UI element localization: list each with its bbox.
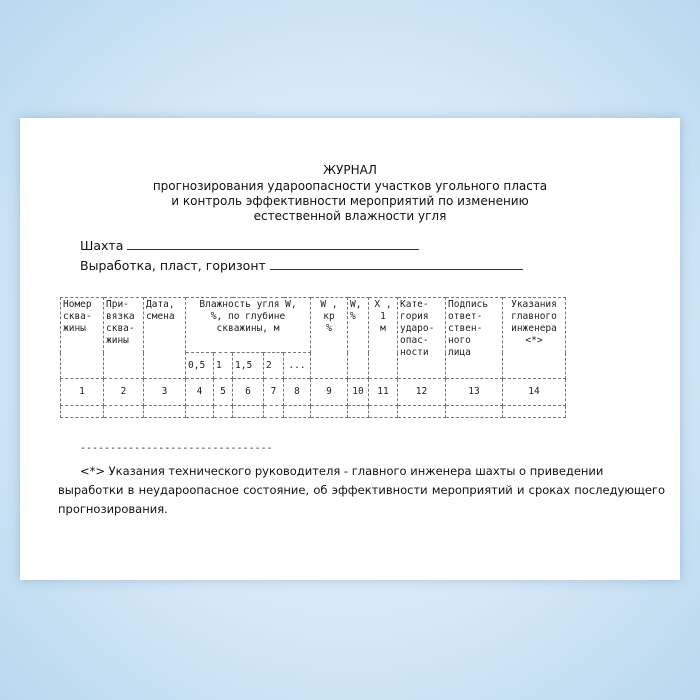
column-number: 9 — [310, 378, 348, 406]
column-number: 13 — [445, 378, 503, 406]
empty-cell — [283, 405, 311, 418]
footnote: <*> Указания технического руководителя -… — [58, 462, 665, 519]
depth-header: 0,5 — [185, 352, 214, 379]
column-number-row: 1 2 3 4 5 6 7 8 9 10 11 12 13 14 — [60, 378, 566, 406]
mine-field: Шахта — [80, 237, 420, 253]
footnote-line-1: <*> Указания технического руководителя -… — [80, 464, 604, 478]
header-engineer-instructions: Указания главного инженера <*> — [502, 297, 566, 379]
empty-cell — [213, 405, 233, 418]
header-w-kr: W , кр % — [310, 297, 348, 379]
header-w: W, % — [347, 297, 369, 379]
depth-header: 2 — [263, 352, 284, 379]
journal-subtitle-line-3: естественной влажности угля — [253, 209, 447, 223]
empty-cell — [347, 405, 369, 418]
empty-cell — [232, 405, 264, 418]
column-number: 7 — [263, 378, 284, 406]
empty-cell — [143, 405, 186, 418]
header-date-shift: Дата, смена — [143, 297, 186, 379]
footnote-continuation: выработки в неудароопасное состояние, об… — [58, 483, 665, 516]
column-number: 14 — [502, 378, 566, 406]
column-number: 2 — [103, 378, 144, 406]
column-number: 5 — [213, 378, 233, 406]
column-number: 12 — [397, 378, 446, 406]
journal-subtitle-line-2: и контроль эффективности мероприятий по … — [171, 194, 529, 208]
empty-cell — [445, 405, 503, 418]
journal-table: Номер сква- жины При- вязка сква- жины Д… — [60, 297, 566, 418]
empty-cell — [185, 405, 214, 418]
working-label: Выработка, пласт, горизонт — [80, 258, 266, 273]
empty-cell — [502, 405, 566, 418]
depth-header: 1 — [213, 352, 233, 379]
column-number: 6 — [232, 378, 264, 406]
journal-heading: ЖУРНАЛ — [323, 163, 377, 177]
column-number: 4 — [185, 378, 214, 406]
empty-cell — [368, 405, 398, 418]
footnote-separator: -------------------------------- — [80, 443, 273, 454]
column-number: 1 — [60, 378, 104, 406]
column-number: 8 — [283, 378, 311, 406]
header-hazard-category: Кате- гория ударо- опас- ности — [397, 297, 446, 379]
empty-cell — [397, 405, 446, 418]
header-signature: Подпись ответ- ствен- ного лица — [445, 297, 503, 379]
column-number: 10 — [347, 378, 369, 406]
journal-subtitle-line-1: прогнозирования удароопасности участков … — [152, 179, 548, 193]
empty-cell — [60, 405, 104, 418]
empty-cell — [263, 405, 284, 418]
header-well-reference: При- вязка сква- жины — [103, 297, 144, 379]
working-field: Выработка, пласт, горизонт — [80, 257, 523, 273]
header-moisture: Влажность угля W, %, по глубине скважины… — [185, 297, 311, 353]
column-number: 11 — [368, 378, 398, 406]
mine-label: Шахта — [80, 238, 124, 253]
empty-row — [60, 405, 566, 418]
empty-cell — [310, 405, 348, 418]
empty-cell — [103, 405, 144, 418]
mine-blank-line — [127, 237, 420, 250]
depth-header: 1,5 — [232, 352, 264, 379]
header-x1: X , 1 м — [368, 297, 398, 379]
header-well-number: Номер сква- жины — [60, 297, 104, 379]
working-blank-line — [269, 257, 523, 270]
column-number: 3 — [143, 378, 186, 406]
depth-header: ... — [283, 352, 311, 379]
